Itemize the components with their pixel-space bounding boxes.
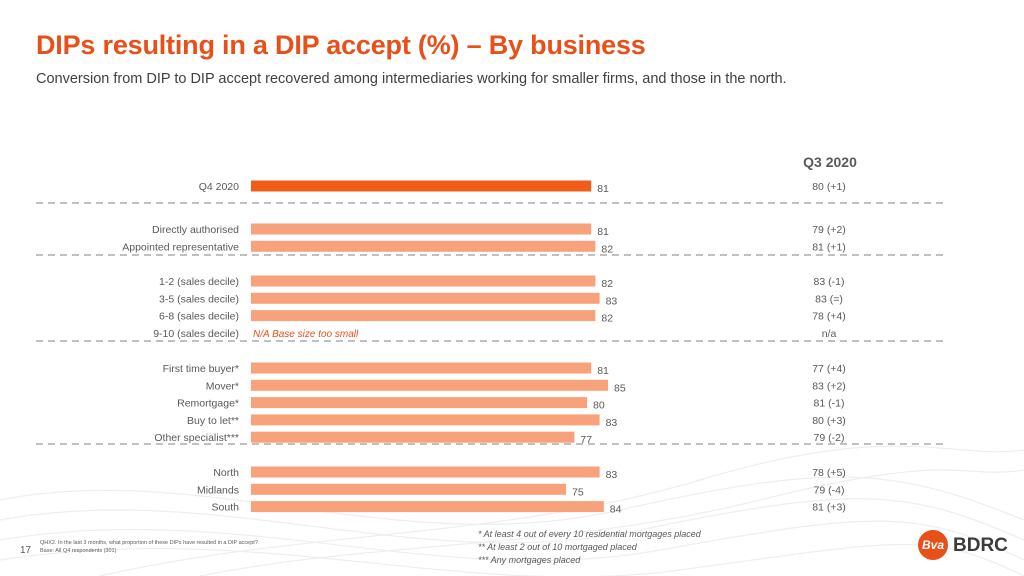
bar — [251, 223, 592, 235]
bar — [251, 379, 608, 391]
q3-comparison-value: 79 (+2) — [812, 224, 846, 236]
note-2: ** At least 2 out of 10 mortgaged placed — [478, 542, 637, 552]
page-number: 17 — [20, 545, 32, 556]
category-label: 1-2 (sales decile) — [159, 276, 239, 288]
bar — [251, 180, 592, 192]
bar — [251, 362, 592, 374]
respondent-notes: * At least 4 out of every 10 residential… — [478, 528, 701, 567]
na-label: N/A Base size too small — [253, 329, 359, 340]
category-label: South — [212, 502, 240, 514]
value-label: 85 — [614, 382, 626, 394]
bar — [251, 483, 566, 495]
bar — [251, 501, 604, 513]
q3-comparison-value: 78 (+4) — [812, 311, 846, 323]
bar — [251, 292, 600, 304]
category-label: North — [213, 467, 239, 479]
value-label: 83 — [606, 469, 618, 481]
bar — [251, 310, 596, 322]
q3-comparison-value: 81 (+3) — [812, 502, 846, 514]
bar — [251, 414, 600, 426]
bar — [251, 275, 596, 287]
category-label: 6-8 (sales decile) — [159, 311, 239, 323]
category-label: First time buyer* — [163, 363, 239, 375]
category-label: 9-10 (sales decile) — [153, 328, 239, 340]
category-label: Other specialist*** — [154, 432, 239, 444]
value-label: 75 — [572, 486, 584, 498]
category-label: Buy to let** — [187, 415, 239, 427]
bar — [251, 466, 600, 478]
q3-comparison-value: 78 (+5) — [812, 467, 846, 479]
question-footnote: QHX2. In the last 3 months, what proport… — [40, 540, 258, 546]
value-label: 82 — [601, 278, 613, 290]
category-label: Remortgage* — [177, 398, 239, 410]
q3-comparison-value: 83 (=) — [815, 293, 843, 305]
category-label: Appointed representative — [122, 241, 239, 253]
logo-text: BDRC — [953, 535, 1008, 556]
base-footnote: Base: All Q4 respondents (301) — [40, 548, 117, 554]
category-label: 3-5 (sales decile) — [159, 293, 239, 305]
page-title: DIPs resulting in a DIP accept (%) – By … — [36, 30, 646, 60]
value-label: 83 — [606, 295, 618, 307]
value-label: 77 — [580, 434, 592, 446]
bar — [251, 397, 587, 409]
q3-column-header: Q3 2020 — [803, 154, 857, 170]
value-label: 82 — [601, 313, 613, 325]
bar — [251, 240, 596, 252]
q3-comparison-value: 81 (+1) — [812, 241, 846, 253]
q3-comparison-value: 80 (+1) — [812, 181, 846, 193]
q3-comparison-value: 77 (+4) — [812, 363, 846, 375]
value-label: 84 — [610, 504, 622, 516]
logo-mark: Bva — [918, 530, 948, 560]
value-label: 81 — [597, 183, 609, 195]
bva-bdrc-logo: Bva BDRC — [918, 530, 1014, 560]
value-label: 81 — [597, 365, 609, 377]
q3-comparison-value: 81 (-1) — [814, 398, 845, 410]
q3-comparison-value: 79 (-2) — [814, 432, 845, 444]
page-subtitle: Conversion from DIP to DIP accept recove… — [36, 71, 787, 87]
value-label: 83 — [606, 417, 618, 429]
q3-comparison-value: 79 (-4) — [814, 484, 845, 496]
note-1: * At least 4 out of every 10 residential… — [478, 529, 701, 539]
value-label: 80 — [593, 400, 605, 412]
category-label: Midlands — [197, 484, 239, 496]
q3-comparison-value: n/a — [822, 328, 837, 340]
value-label: 81 — [597, 226, 609, 238]
bar — [251, 431, 575, 443]
q3-comparison-value: 80 (+3) — [812, 415, 846, 427]
category-label: Directly authorised — [152, 224, 239, 236]
decorative-background-art — [0, 445, 1024, 576]
q3-comparison-value: 83 (-1) — [814, 276, 845, 288]
q3-comparison-value: 83 (+2) — [812, 380, 846, 392]
value-label: 82 — [601, 243, 613, 255]
note-3: *** Any mortgages placed — [478, 555, 581, 565]
category-label: Mover* — [206, 380, 239, 392]
category-label: Q4 2020 — [199, 181, 239, 193]
